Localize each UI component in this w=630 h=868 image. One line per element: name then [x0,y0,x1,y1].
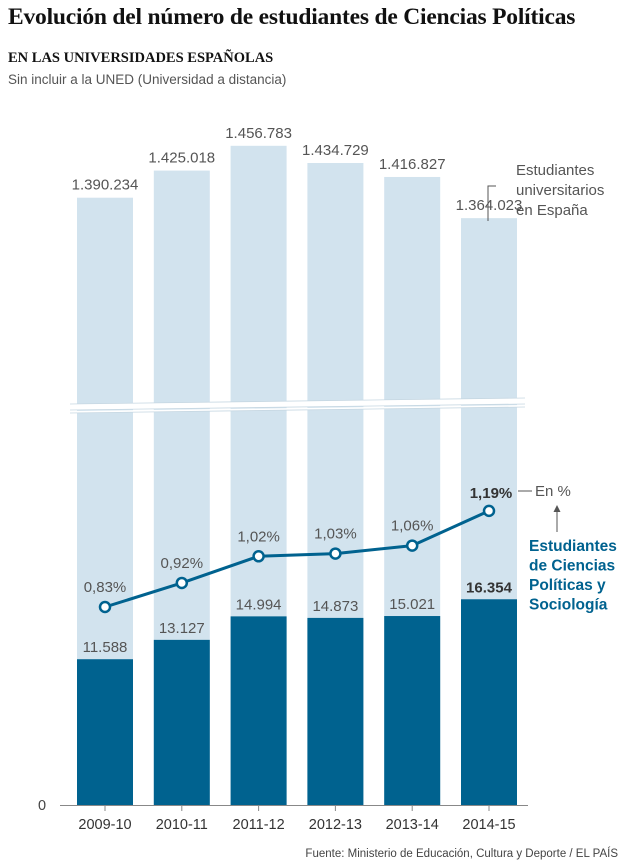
polsci-value-label: 15.021 [389,596,435,613]
source-note: Fuente: Ministerio de Educación, Cultura… [305,848,618,860]
y-tick-label: 0 [38,798,46,814]
polsci-value-label: 13.127 [159,620,205,637]
polsci-legend-label: Sociología [529,597,608,614]
chart-subtitle: EN LAS UNIVERSIDADES ESPAÑOLAS [8,50,274,66]
x-tick-label: 2010-11 [156,817,208,833]
percent-value-label: 0,83% [84,579,127,596]
axis-break-line [69,406,526,414]
x-tick-label: 2012-13 [309,817,362,833]
polsci-bar [230,616,287,805]
annotations: Estudiantes universitarios en España En % Es… [487,162,617,614]
total-value-label: 1.416.827 [379,156,446,173]
x-axis: 2009-10 2010-11 2011-12 2012-13 2013-14 2014-… [38,798,528,833]
polsci-bar [461,599,517,805]
axis-break-stripe [70,405,525,413]
total-value-label: 1.390.234 [72,177,139,194]
polsci-legend-label: de Ciencias [529,558,615,575]
percent-line [98,504,496,614]
total-value-label: 1.456.783 [225,125,292,142]
x-tick-label: 2013-14 [386,817,439,833]
percent-marker [405,539,419,552]
axis-break-stripe [70,398,525,410]
polsci-bar [307,617,364,805]
percent-line-path [104,509,490,609]
polsci-value-label: 14.994 [236,596,282,613]
percent-legend-label: En % [535,483,571,500]
polsci-bar [153,639,210,805]
total-legend-label: en España [516,202,588,219]
total-legend-label: universitarios [516,182,604,199]
total-bars [77,145,517,806]
total-value-label: 1.434.729 [302,142,369,159]
axis-break-line [69,397,526,405]
percent-marker [98,600,112,614]
percent-value-label: 1,06% [391,518,434,535]
polsci-legend-label: Estudiantes [529,538,617,555]
x-tick-label: 2011-12 [233,817,285,833]
percent-marker [175,576,189,590]
percent-marker [482,504,496,518]
polsci-value-label: 14.873 [312,598,358,615]
data-labels: 1.390.234 11.588 0,83% 1.425.018 13.127 0,92%… [72,125,523,656]
polsci-bars [77,599,517,805]
x-tick-label: 2009-10 [78,817,131,833]
percent-value-label: 1,19% [470,485,513,502]
chart-title: Evolución del número de estudiantes de C… [8,4,576,30]
axis-break-line [69,403,526,411]
percent-value-label: 1,02% [237,528,280,545]
polsci-value-label: 16.354 [466,579,513,596]
total-value-label: 1.364.023 [456,197,523,214]
total-value-label: 1.425.018 [148,150,215,167]
polsci-bar [384,616,441,805]
total-legend-leader [487,185,496,221]
percent-value-label: 1,03% [314,526,357,543]
percent-marker [329,547,342,560]
polsci-bar [77,659,133,805]
polsci-legend-label: Políticas y [529,577,606,594]
percent-value-label: 0,92% [161,555,204,572]
total-legend-label: Estudiantes [516,162,594,179]
x-tick-label: 2014-15 [462,817,515,833]
chart-note: Sin incluir a la UNED (Universidad a dis… [8,72,287,87]
arrow-head-icon [553,505,561,512]
percent-marker [252,550,265,563]
polsci-value-label: 11.588 [83,639,128,656]
axis-break [69,397,526,414]
